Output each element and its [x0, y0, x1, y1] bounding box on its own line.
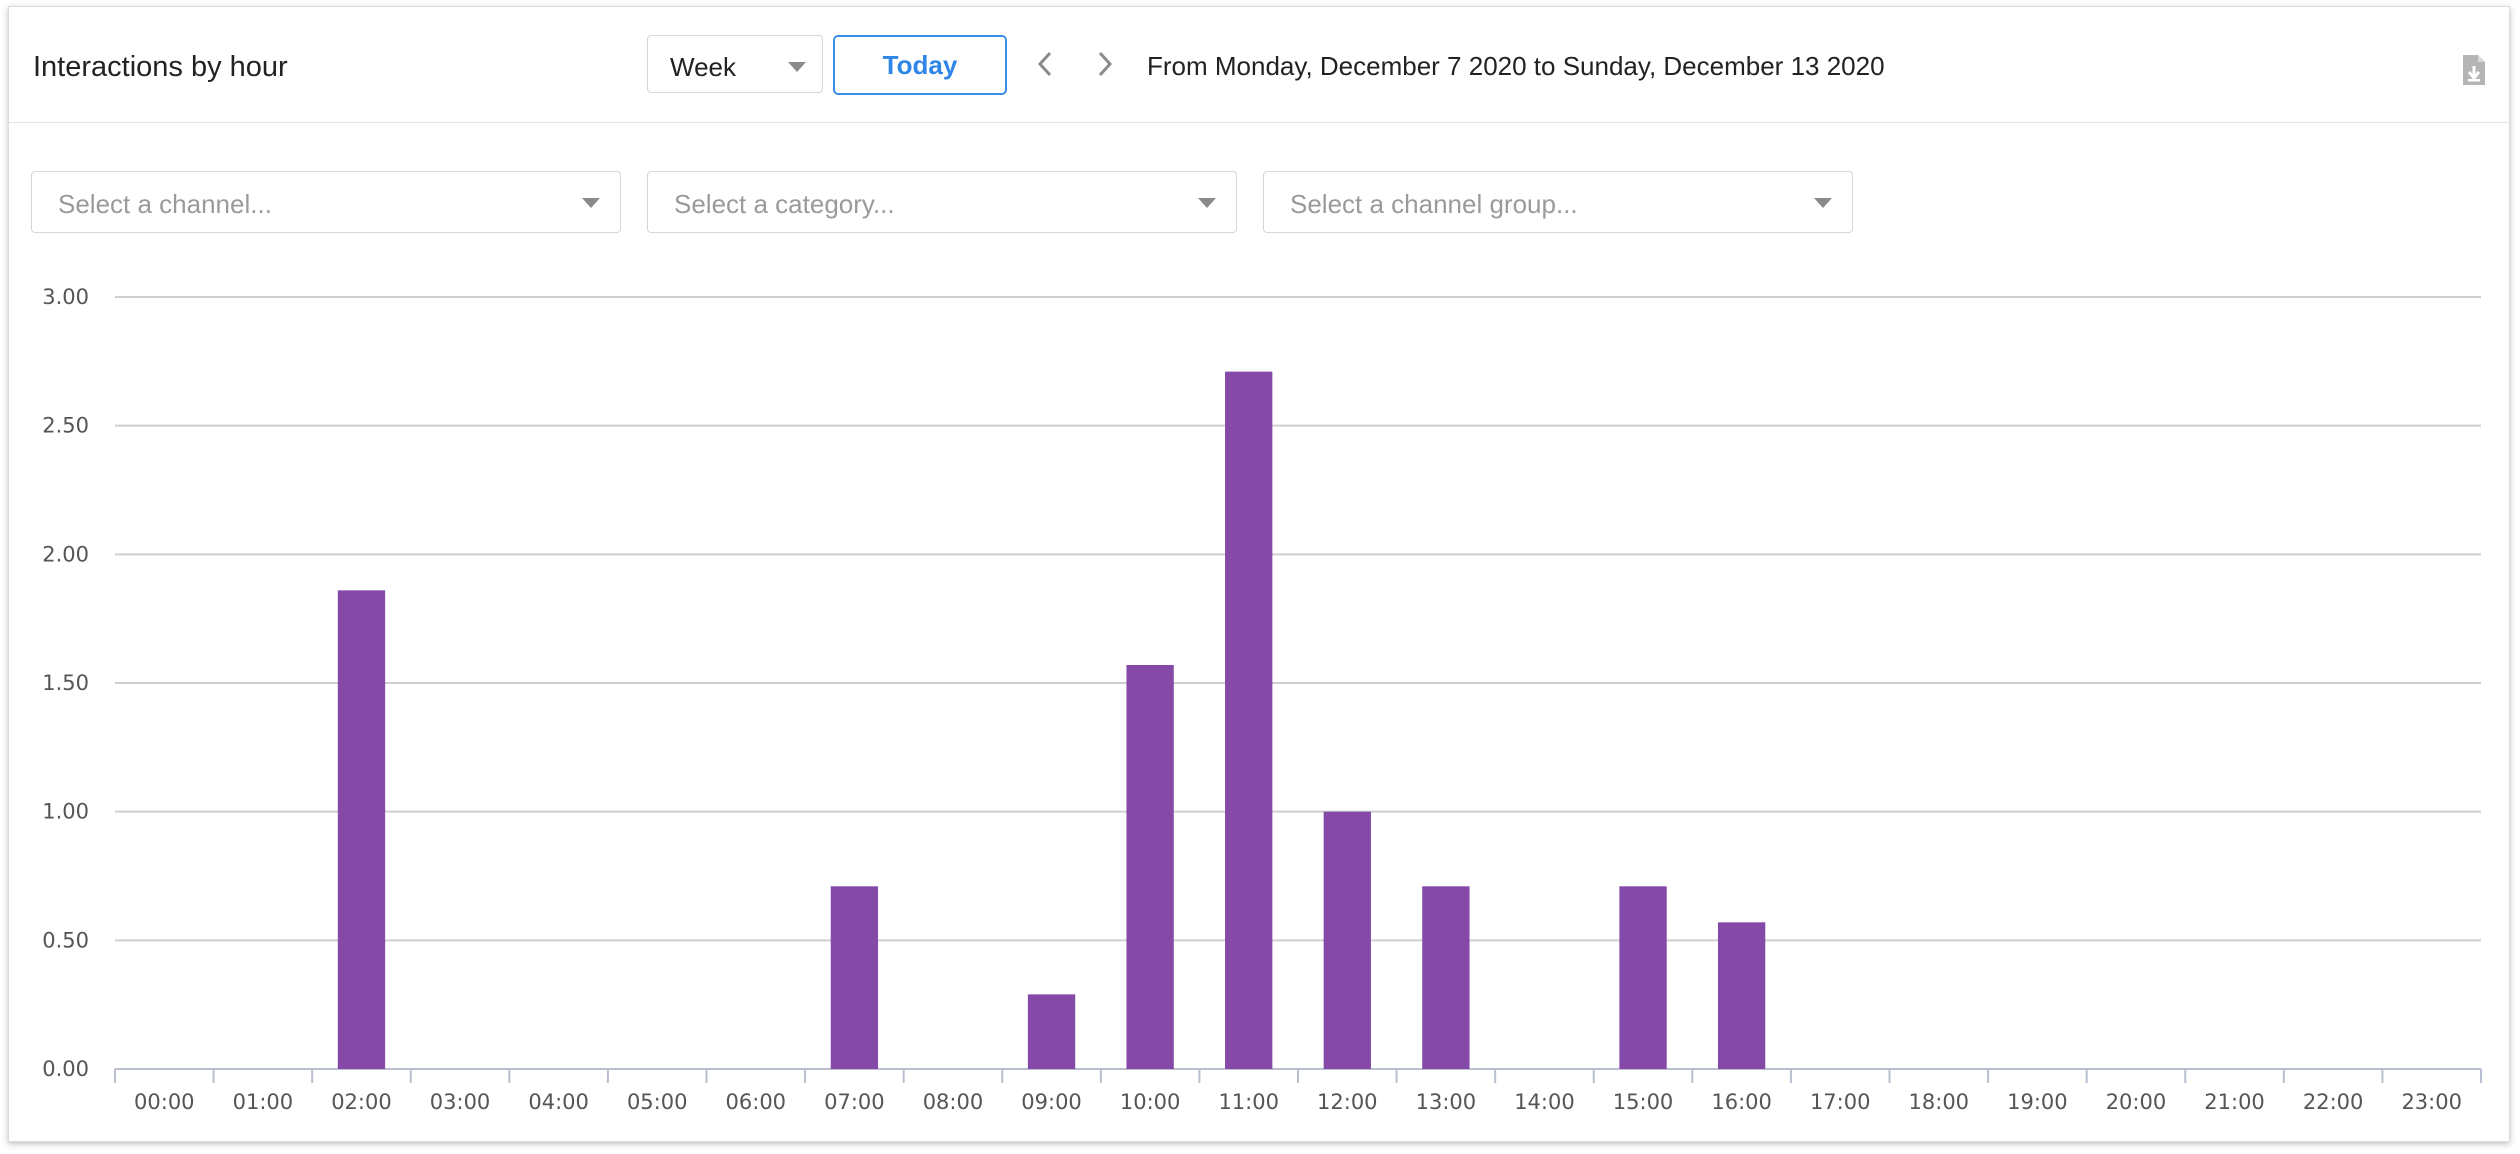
- x-tick-label: 08:00: [923, 1090, 984, 1114]
- bar-1000: [1126, 664, 1174, 1069]
- x-tick-label: 22:00: [2303, 1090, 2364, 1114]
- chevron-down-icon: [1814, 198, 1832, 208]
- x-tick-label: 20:00: [2106, 1090, 2167, 1114]
- bar-1300: [1422, 886, 1470, 1069]
- today-button[interactable]: Today: [833, 35, 1007, 95]
- y-tick-label: 2.50: [42, 414, 89, 438]
- bar-1100: [1225, 371, 1273, 1069]
- date-range-text: From Monday, December 7 2020 to Sunday, …: [1147, 51, 1885, 81]
- report-title: Interactions by hour: [33, 51, 288, 83]
- x-tick-label: 12:00: [1317, 1090, 1378, 1114]
- x-tick-label: 16:00: [1711, 1090, 1772, 1114]
- x-tick-label: 07:00: [824, 1090, 885, 1114]
- x-tick-label: 18:00: [1909, 1090, 1970, 1114]
- report-header: Interactions by hour Week Today From Mon…: [9, 7, 2509, 123]
- y-tick-label: 3.00: [42, 285, 89, 309]
- x-tick-label: 02:00: [331, 1090, 392, 1114]
- category-select-placeholder: Select a category...: [674, 189, 895, 219]
- y-tick-label: 1.00: [42, 800, 89, 824]
- period-select[interactable]: Week: [647, 35, 823, 93]
- file-download-icon[interactable]: [2461, 53, 2487, 87]
- x-tick-label: 09:00: [1021, 1090, 1082, 1114]
- channel-group-select-placeholder: Select a channel group...: [1290, 189, 1578, 219]
- chevron-left-icon[interactable]: [1031, 49, 1061, 79]
- x-tick-label: 14:00: [1514, 1090, 1575, 1114]
- x-tick-label: 10:00: [1120, 1090, 1181, 1114]
- x-tick-label: 05:00: [627, 1090, 688, 1114]
- x-tick-label: 19:00: [2007, 1090, 2068, 1114]
- x-tick-label: 03:00: [430, 1090, 491, 1114]
- channel-select[interactable]: Select a channel...: [31, 171, 621, 233]
- x-tick-label: 00:00: [134, 1090, 195, 1114]
- chevron-down-icon: [582, 198, 600, 208]
- bar-0200: [337, 590, 386, 1069]
- period-select-value: Week: [670, 52, 736, 82]
- channel-select-placeholder: Select a channel...: [58, 189, 272, 219]
- report-card: Interactions by hour Week Today From Mon…: [8, 6, 2510, 1142]
- x-tick-label: 21:00: [2204, 1090, 2265, 1114]
- bar-1200: [1323, 811, 1371, 1069]
- bar-0900: [1027, 994, 1076, 1069]
- x-tick-label: 01:00: [233, 1090, 294, 1114]
- y-tick-label: 0.50: [42, 928, 89, 952]
- x-tick-label: 23:00: [2401, 1090, 2462, 1114]
- chevron-down-icon: [788, 62, 806, 72]
- y-tick-label: 0.00: [42, 1057, 89, 1081]
- bar-0700: [830, 886, 879, 1069]
- bar-1500: [1619, 886, 1667, 1069]
- bar-1600: [1717, 922, 1766, 1069]
- channel-group-select[interactable]: Select a channel group...: [1263, 171, 1853, 233]
- chevron-right-icon[interactable]: [1089, 49, 1119, 79]
- chevron-down-icon: [1198, 198, 1216, 208]
- x-tick-label: 15:00: [1613, 1090, 1674, 1114]
- x-tick-label: 06:00: [726, 1090, 787, 1114]
- y-tick-label: 1.50: [42, 671, 89, 695]
- x-tick-label: 17:00: [1810, 1090, 1871, 1114]
- x-tick-label: 11:00: [1218, 1090, 1279, 1114]
- interactions-bar-chart: 0.00 0.50 1.00 1.50 2.00 2.50 3.00 00:00 01:00 02…: [42, 285, 2482, 1114]
- y-tick-label: 2.00: [42, 542, 89, 566]
- x-tick-label: 13:00: [1416, 1090, 1477, 1114]
- x-tick-label: 04:00: [528, 1090, 589, 1114]
- category-select[interactable]: Select a category...: [647, 171, 1237, 233]
